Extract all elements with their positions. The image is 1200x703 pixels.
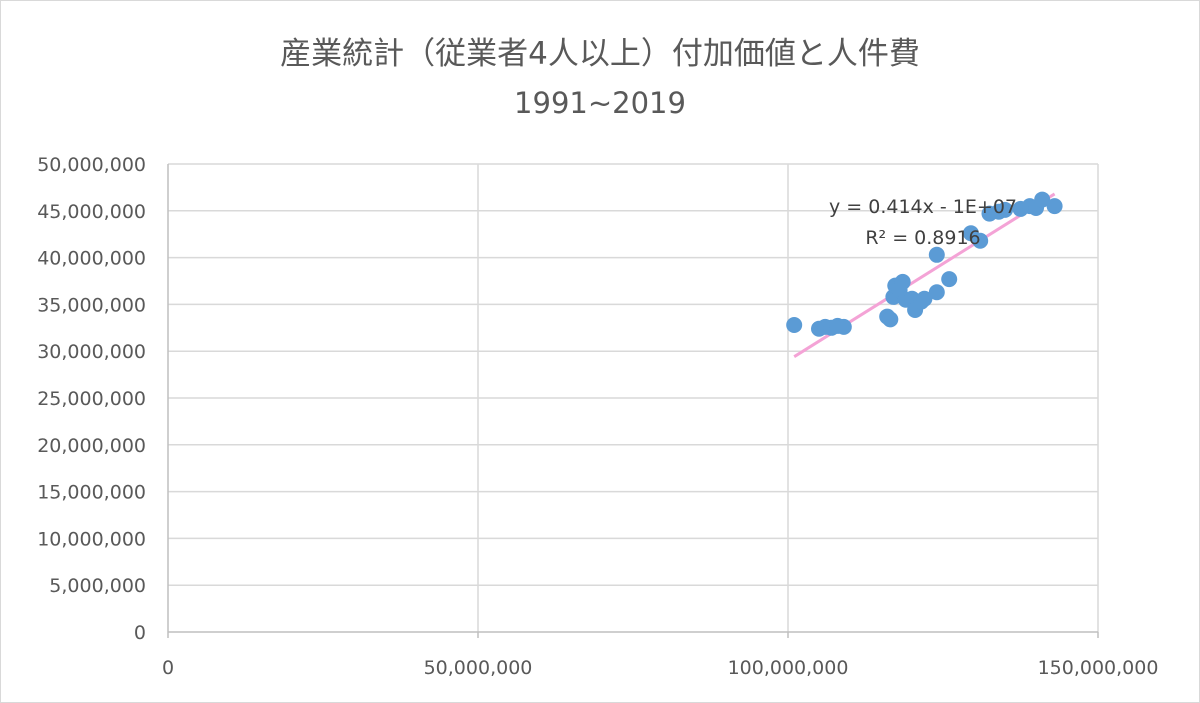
data-point bbox=[928, 284, 945, 301]
y-tick-label: 20,000,000 bbox=[37, 435, 146, 457]
y-tick-label: 10,000,000 bbox=[37, 528, 146, 550]
data-point bbox=[997, 201, 1013, 218]
data-point bbox=[928, 246, 945, 263]
chart-subtitle: 1991~2019 bbox=[514, 86, 686, 120]
data-point bbox=[972, 232, 989, 249]
data-point bbox=[835, 318, 852, 335]
y-tick-label: 0 bbox=[134, 622, 146, 644]
data-point bbox=[941, 271, 958, 288]
data-point bbox=[916, 290, 933, 307]
data-point bbox=[882, 311, 899, 328]
y-tick-label: 15,000,000 bbox=[37, 482, 146, 504]
data-point bbox=[894, 273, 911, 290]
trendline-r-squared: R² = 0.8916 bbox=[865, 227, 980, 249]
y-tick-label: 30,000,000 bbox=[37, 341, 146, 363]
x-tick-label: 150,000,000 bbox=[1038, 657, 1159, 679]
data-point bbox=[1034, 191, 1051, 208]
y-tick-label: 35,000,000 bbox=[37, 294, 146, 316]
y-tick-label: 5,000,000 bbox=[49, 575, 146, 597]
y-tick-label: 45,000,000 bbox=[37, 201, 146, 223]
data-point bbox=[786, 316, 803, 333]
y-tick-label: 50,000,000 bbox=[37, 154, 146, 176]
y-tick-label: 40,000,000 bbox=[37, 248, 146, 270]
x-tick-label: 50,000,000 bbox=[424, 657, 533, 679]
x-tick-label: 100,000,000 bbox=[728, 657, 849, 679]
x-tick-label: 0 bbox=[162, 657, 174, 679]
chart-title: 産業統計（従業者4人以上）付加価値と人件費 bbox=[280, 36, 920, 72]
trendline-equation: y = 0.414x - 1E+07 bbox=[829, 196, 1017, 218]
y-tick-label: 25,000,000 bbox=[37, 388, 146, 410]
data-point bbox=[1046, 198, 1063, 215]
